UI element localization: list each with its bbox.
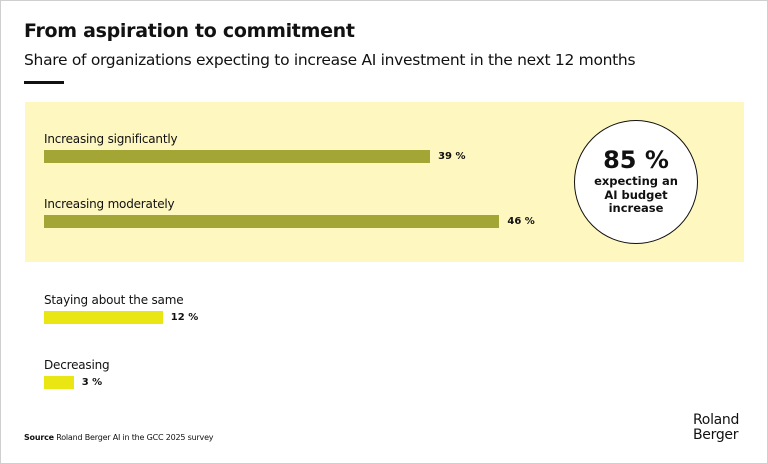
bar-2 [44,215,500,228]
bar-3 [44,311,163,324]
bar-4 [44,376,74,389]
category-label: Increasing moderately [44,197,175,211]
source-label: Source [24,433,54,442]
callout-value: 85 % [603,146,669,174]
value-label: 3 % [81,377,103,388]
source-note: Source Roland Berger AI in the GCC 2025 … [24,433,214,442]
callout-text: expecting an AI budget increase [594,174,678,215]
logo-line1: Roland [693,412,740,428]
category-label: Increasing significantly [44,132,178,146]
logo-line2: Berger [693,426,739,443]
category-label: Decreasing [44,358,110,372]
source-text: Roland Berger AI in the GCC 2025 survey [56,433,214,442]
title-rule [24,81,64,84]
roland-berger-logo: Roland Berger [693,413,739,442]
value-label: 12 % [170,312,199,323]
chart-subtitle: Share of organizations expecting to incr… [24,51,636,69]
value-label: 39 % [438,151,466,162]
chart-title: From aspiration to commitment [24,20,355,42]
category-label: Staying about the same [44,293,184,307]
callout-circle: 85 % expecting an AI budget increase [574,120,698,244]
value-label: 46 % [507,216,535,227]
bar-1 [44,150,431,163]
